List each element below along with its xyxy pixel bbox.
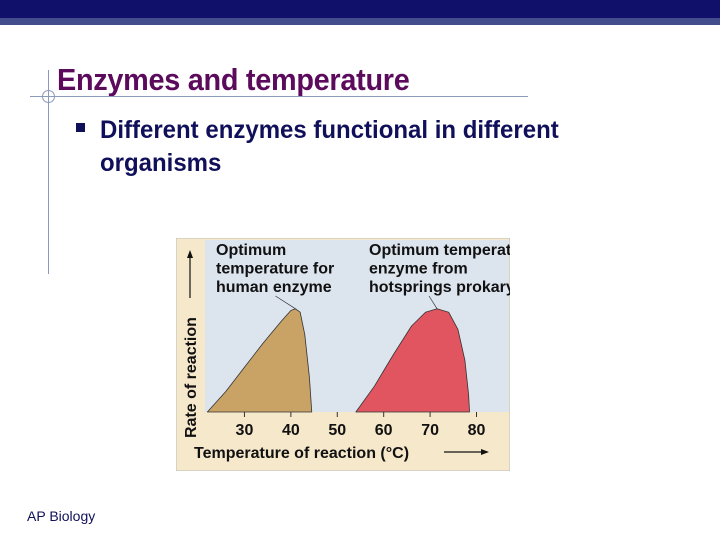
annotation-1-leader	[428, 295, 438, 309]
annotation-1-line-1: enzyme from	[369, 261, 468, 278]
x-tick-label-80: 80	[468, 422, 486, 439]
series-area-0	[206, 308, 313, 413]
annotation-0-line-0: Optimum	[216, 242, 286, 259]
annotation-1-line-0: Optimum temperature for	[369, 242, 510, 259]
series-area-1	[355, 308, 470, 413]
top-banner-strip	[0, 18, 720, 25]
footer-label: AP Biology	[27, 508, 96, 524]
x-tick-label-30: 30	[236, 422, 254, 439]
annotation-0-leader	[275, 295, 296, 310]
vertical-divider	[48, 70, 49, 274]
crosshair-circle-decoration	[42, 90, 55, 103]
y-axis-arrowhead	[187, 250, 193, 258]
title-divider	[30, 96, 528, 97]
x-tick-label-70: 70	[421, 422, 439, 439]
bullet-text: Different enzymes functional in differen…	[100, 116, 559, 177]
x-tick-label-60: 60	[375, 422, 393, 439]
bullet-square-icon	[76, 123, 85, 132]
y-axis-label: Rate of reaction	[183, 317, 200, 438]
x-axis-label: Temperature of reaction (°C)	[194, 445, 409, 462]
enzyme-temperature-chart: 30 40 50 60 70 80 Optimum temperature forhuman …	[176, 238, 510, 471]
annotation-0-line-2: human enzyme	[216, 279, 332, 296]
x-tick-label-40: 40	[282, 422, 300, 439]
x-axis-arrowhead	[481, 449, 489, 455]
slide-title: Enzymes and temperature	[57, 62, 410, 97]
x-tick-label-50: 50	[328, 422, 346, 439]
annotation-1-line-2: hotsprings prokaryote	[369, 279, 510, 296]
annotation-0-line-1: temperature for	[216, 261, 334, 278]
